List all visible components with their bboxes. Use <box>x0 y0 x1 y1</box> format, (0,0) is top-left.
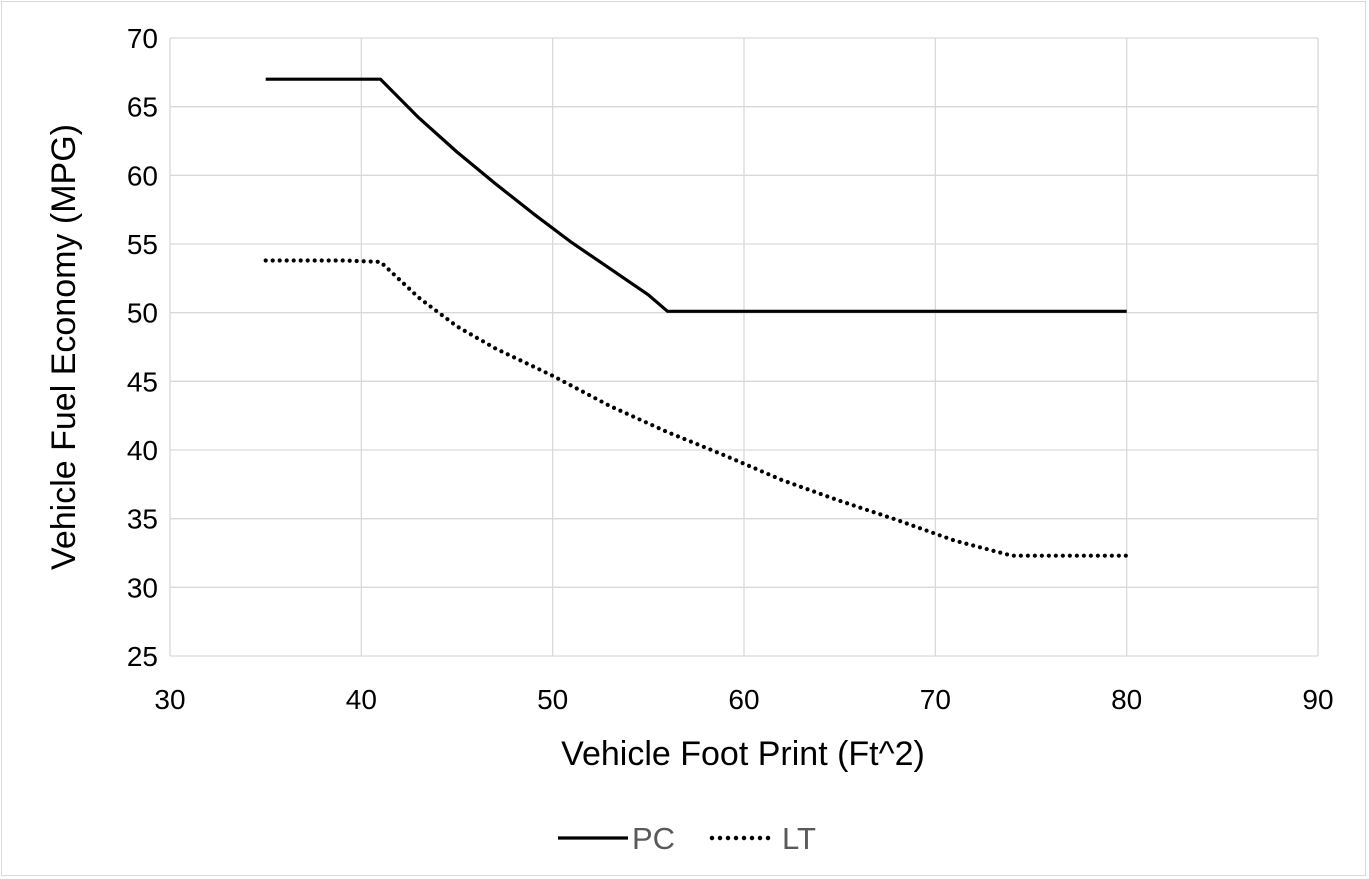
series-lines <box>263 77 1129 558</box>
y-tick-label: 60 <box>127 160 158 191</box>
x-tick-label: 30 <box>154 684 185 715</box>
x-tick-label: 60 <box>728 684 759 715</box>
legend-label-pc: PC <box>632 821 675 856</box>
series-line-pc <box>265 77 1127 313</box>
y-tick-label: 30 <box>127 572 158 603</box>
y-tick-label: 45 <box>127 366 158 397</box>
y-axis-title: Vehicle Fuel Economy (MPG) <box>45 124 83 570</box>
series-line-lt <box>263 258 1129 558</box>
y-tick-label: 55 <box>127 229 158 260</box>
y-tick-label: 65 <box>127 92 158 123</box>
y-tick-label: 25 <box>127 641 158 672</box>
y-tick-label: 70 <box>127 23 158 54</box>
gridlines <box>169 37 1319 657</box>
y-tick-label: 40 <box>127 435 158 466</box>
x-tick-label: 50 <box>537 684 568 715</box>
x-axis-title: Vehicle Foot Print (Ft^2) <box>561 735 925 773</box>
y-tick-label: 50 <box>127 298 158 329</box>
legend: PC LT <box>558 821 816 856</box>
x-tick-label: 90 <box>1302 684 1333 715</box>
x-axis-ticks: 30 40 50 60 70 80 90 <box>154 684 1333 715</box>
x-tick-label: 70 <box>920 684 951 715</box>
legend-label-lt: LT <box>782 821 816 856</box>
x-tick-label: 80 <box>1111 684 1142 715</box>
y-axis-ticks: 25 30 35 40 45 50 55 60 65 70 <box>127 23 158 672</box>
x-tick-label: 40 <box>346 684 377 715</box>
y-tick-label: 35 <box>127 504 158 535</box>
